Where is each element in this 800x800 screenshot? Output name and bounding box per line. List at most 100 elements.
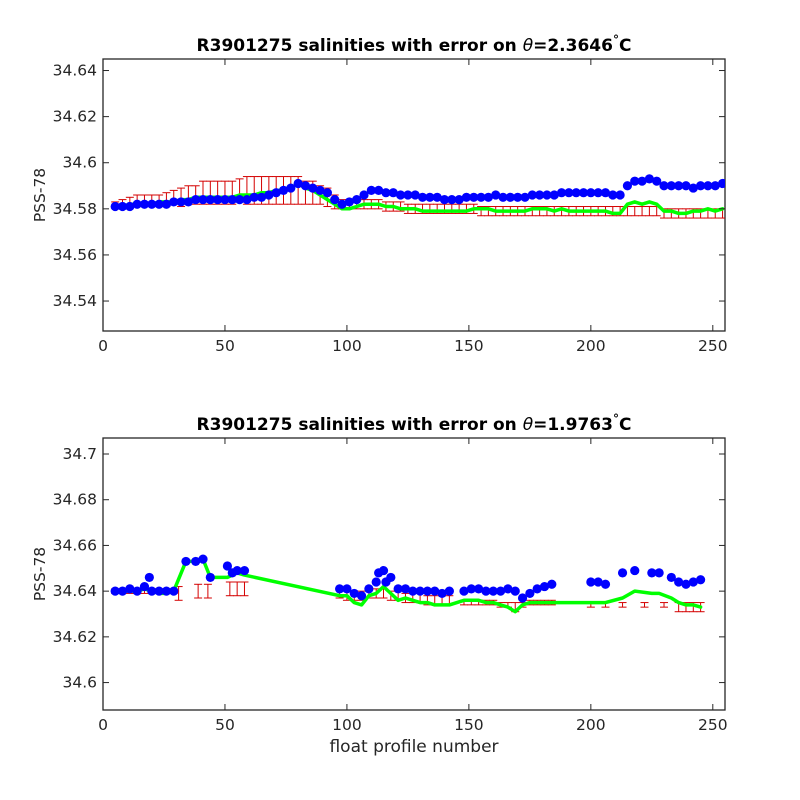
measured-point bbox=[300, 181, 311, 191]
measured-point bbox=[330, 195, 340, 205]
measured-point bbox=[144, 572, 154, 583]
measured-point bbox=[644, 174, 654, 184]
measured-point bbox=[232, 565, 242, 576]
measured-point bbox=[510, 586, 520, 596]
measured-point bbox=[147, 199, 157, 209]
measured-point bbox=[459, 586, 469, 596]
measured-point bbox=[110, 201, 120, 212]
measured-point bbox=[139, 199, 150, 209]
measured-point bbox=[430, 586, 440, 596]
measured-point bbox=[125, 584, 135, 594]
measured-point bbox=[408, 586, 418, 596]
measured-point bbox=[696, 575, 706, 585]
y-tick-label: 34.66 bbox=[53, 536, 97, 554]
y-tick-label: 34.64 bbox=[53, 582, 97, 600]
measured-point bbox=[556, 188, 567, 198]
y-tick-label: 34.62 bbox=[53, 628, 97, 646]
x-tick-label: 0 bbox=[98, 337, 108, 355]
measured-point bbox=[205, 195, 215, 205]
measured-point bbox=[578, 188, 589, 198]
measured-point bbox=[154, 586, 164, 596]
measured-point bbox=[415, 586, 425, 596]
title-theta: θ bbox=[523, 415, 534, 435]
measured-point bbox=[308, 183, 318, 193]
measured-point bbox=[681, 181, 691, 191]
measured-point bbox=[110, 586, 120, 596]
measured-point bbox=[352, 195, 362, 205]
y-tick-label: 34.7 bbox=[62, 445, 97, 463]
title-main: R3901275 salinities with error on bbox=[197, 36, 523, 56]
measured-point bbox=[505, 192, 515, 202]
measured-point bbox=[498, 192, 508, 202]
measured-point bbox=[366, 185, 376, 195]
x-tick-label: 250 bbox=[698, 337, 728, 355]
title-degree: ° bbox=[613, 412, 619, 426]
measured-point bbox=[481, 586, 491, 596]
measured-point bbox=[437, 588, 447, 599]
measured-point bbox=[293, 178, 303, 189]
measured-point bbox=[161, 199, 172, 209]
measured-point bbox=[491, 190, 501, 200]
measured-point bbox=[286, 183, 296, 193]
measured-point bbox=[659, 181, 669, 191]
measured-point bbox=[520, 192, 530, 202]
measured-markers bbox=[110, 554, 706, 603]
measured-point bbox=[205, 572, 215, 583]
x-tick-label: 50 bbox=[215, 716, 235, 734]
measured-point bbox=[630, 176, 640, 186]
measured-point bbox=[617, 568, 628, 578]
measured-point bbox=[356, 591, 367, 601]
x-tick-label: 0 bbox=[98, 716, 108, 734]
measured-point bbox=[256, 192, 267, 202]
measured-point bbox=[386, 572, 396, 583]
measured-point bbox=[417, 192, 428, 202]
title-theta: θ bbox=[523, 36, 534, 56]
measured-point bbox=[474, 584, 484, 594]
measured-point bbox=[169, 197, 179, 207]
measured-point bbox=[278, 185, 289, 195]
plot-area bbox=[110, 174, 725, 219]
measured-point bbox=[400, 584, 411, 594]
measured-point bbox=[117, 201, 128, 212]
measured-point bbox=[503, 584, 513, 594]
measured-point bbox=[191, 195, 201, 205]
measured-point bbox=[696, 181, 706, 191]
measured-point bbox=[600, 188, 611, 198]
measured-point bbox=[342, 584, 352, 594]
y-axis-label: PSS-78 bbox=[31, 168, 49, 222]
measured-point bbox=[547, 579, 557, 589]
measured-point bbox=[191, 556, 201, 567]
measured-point bbox=[447, 195, 457, 205]
x-tick-label: 150 bbox=[454, 716, 484, 734]
measured-point bbox=[220, 195, 230, 205]
y-tick-label: 34.54 bbox=[53, 292, 97, 310]
measured-point bbox=[271, 188, 281, 198]
measured-point bbox=[117, 586, 128, 596]
measured-point bbox=[169, 586, 179, 596]
measured-point bbox=[132, 586, 142, 596]
measured-point bbox=[388, 188, 398, 198]
measured-point bbox=[154, 199, 164, 209]
measured-point bbox=[249, 192, 259, 202]
measured-point bbox=[593, 577, 603, 587]
measured-point bbox=[198, 195, 208, 205]
measured-point bbox=[315, 185, 325, 195]
measured-point bbox=[654, 568, 664, 578]
measured-point bbox=[688, 577, 698, 587]
measured-point bbox=[359, 190, 369, 200]
measured-point bbox=[608, 190, 618, 200]
measured-point bbox=[666, 572, 676, 583]
measured-point bbox=[476, 192, 486, 202]
title-value: =1.9763 bbox=[533, 415, 613, 435]
title-main: R3901275 salinities with error on bbox=[197, 415, 523, 435]
measured-point bbox=[183, 197, 193, 207]
measured-point bbox=[469, 192, 479, 202]
title-unit: C bbox=[619, 415, 631, 435]
measured-point bbox=[371, 577, 381, 587]
measured-point bbox=[422, 586, 433, 596]
y-tick-label: 34.56 bbox=[53, 246, 97, 264]
bottom-salinity-plot: 0 50 100 150 200 250 34.6 34.62 34.64 34.66 34.68 3… bbox=[31, 412, 728, 757]
chart-title: R3901275 salinities with error on θ=1.97… bbox=[197, 412, 632, 435]
measured-point bbox=[335, 584, 345, 594]
